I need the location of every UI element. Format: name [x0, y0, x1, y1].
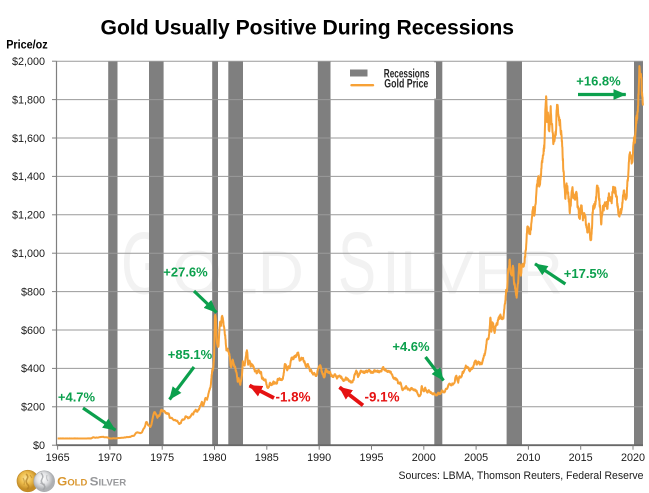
svg-text:$1,000: $1,000	[12, 248, 45, 260]
svg-text:-1.8%: -1.8%	[276, 390, 311, 405]
svg-text:Sources: LBMA, Thomson Reuters: Sources: LBMA, Thomson Reuters, Federal …	[399, 470, 644, 482]
svg-text:1995: 1995	[359, 452, 383, 464]
svg-text:2020: 2020	[621, 452, 645, 464]
svg-text:+17.5%: +17.5%	[564, 266, 609, 281]
svg-text:ILVER: ILVER	[382, 239, 563, 307]
svg-text:Gold Price: Gold Price	[384, 79, 428, 91]
svg-text:Price/oz: Price/oz	[6, 37, 48, 51]
svg-text:$0: $0	[33, 440, 45, 452]
svg-text:1965: 1965	[46, 452, 70, 464]
svg-text:1975: 1975	[150, 452, 174, 464]
svg-text:+27.6%: +27.6%	[163, 265, 208, 280]
svg-text:$600: $600	[21, 325, 45, 337]
svg-text:$400: $400	[21, 363, 45, 375]
svg-text:$1,800: $1,800	[12, 94, 45, 106]
svg-text:2000: 2000	[412, 452, 436, 464]
svg-text:+4.6%: +4.6%	[392, 339, 430, 354]
svg-text:Gold Usually Positive During R: Gold Usually Positive During Recessions	[101, 15, 515, 40]
svg-text:2015: 2015	[569, 452, 593, 464]
svg-text:$800: $800	[21, 286, 45, 298]
svg-text:-9.1%: -9.1%	[365, 390, 400, 405]
svg-text:$1,200: $1,200	[12, 210, 45, 222]
svg-text:$200: $200	[21, 402, 45, 414]
svg-text:1990: 1990	[307, 452, 331, 464]
svg-text:+16.8%: +16.8%	[576, 74, 621, 89]
svg-text:2005: 2005	[464, 452, 488, 464]
svg-text:$1,600: $1,600	[12, 133, 45, 145]
svg-text:1970: 1970	[98, 452, 122, 464]
svg-text:+85.1%: +85.1%	[168, 347, 213, 362]
svg-text:SILVER: SILVER	[90, 475, 127, 489]
svg-text:GOLD: GOLD	[57, 475, 88, 489]
svg-text:2010: 2010	[516, 452, 540, 464]
svg-text:1985: 1985	[255, 452, 279, 464]
svg-text:Recessions: Recessions	[384, 68, 430, 80]
svg-text:$1,400: $1,400	[12, 171, 45, 183]
svg-text:1980: 1980	[202, 452, 226, 464]
svg-text:$2,000: $2,000	[12, 56, 45, 68]
svg-text:S: S	[338, 214, 376, 313]
svg-text:+4.7%: +4.7%	[58, 390, 96, 405]
